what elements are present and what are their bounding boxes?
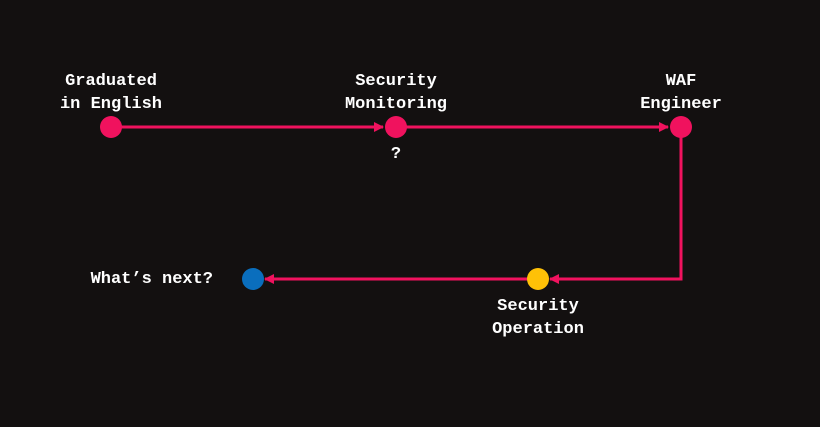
node-label-line1: Security	[497, 297, 579, 316]
node-note-text: ?	[390, 145, 402, 164]
edge-waf-to-operation	[549, 127, 683, 284]
node-dot-waf-engineer	[670, 116, 692, 138]
node-label-line2: in English	[59, 95, 163, 114]
node-label-security-monitoring: Security Monitoring	[345, 70, 447, 116]
node-dot-security-monitoring	[385, 116, 407, 138]
node-note-security-monitoring: ?	[391, 143, 401, 166]
node-label-security-operation: Security Operation	[492, 295, 584, 341]
node-label-line1: Security	[355, 72, 437, 91]
node-label-line2: Monitoring	[344, 95, 448, 114]
node-label-line2: Operation	[492, 320, 584, 339]
node-dot-security-operation	[527, 268, 549, 290]
node-label-whats-next: What’s next?	[91, 268, 213, 291]
node-label-line1: What’s next?	[90, 270, 213, 289]
node-label-waf-engineer: WAF Engineer	[640, 70, 722, 116]
node-label-graduated: Graduated in English	[60, 70, 162, 116]
node-label-line1: WAF	[665, 72, 697, 91]
node-label-line1: Graduated	[65, 72, 157, 91]
node-dot-whats-next	[242, 268, 264, 290]
node-dot-graduated	[100, 116, 122, 138]
node-label-line2: Engineer	[640, 95, 722, 114]
